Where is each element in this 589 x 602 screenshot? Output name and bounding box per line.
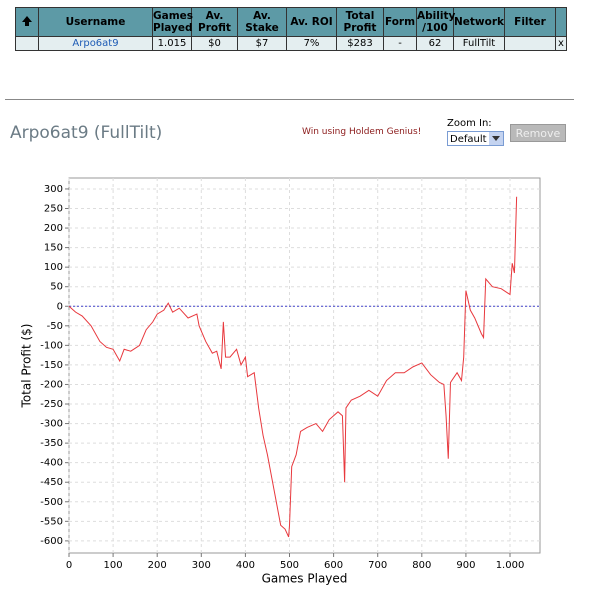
- col-header[interactable]: Av. Stake: [237, 7, 287, 37]
- x-tick-label: 700: [368, 560, 387, 571]
- divider: [5, 99, 574, 100]
- y-tick-label: -550: [40, 516, 63, 527]
- y-tick-label: -300: [40, 419, 63, 430]
- username-link[interactable]: Arpo6at9: [38, 36, 153, 51]
- y-tick-label: -450: [40, 477, 63, 488]
- zoom-select[interactable]: Default: [447, 131, 504, 146]
- x-tick-label: 800: [412, 560, 431, 571]
- y-tick-label: -100: [40, 340, 63, 351]
- profit-line: [68, 196, 518, 538]
- y-tick-label: -500: [40, 497, 63, 508]
- cell: -: [383, 36, 417, 51]
- col-header[interactable]: Ability /100: [416, 7, 455, 37]
- zoom-option: Default: [450, 134, 487, 145]
- dropdown-arrow: [489, 132, 503, 145]
- col-header[interactable]: Av. ROI: [286, 7, 337, 37]
- cell: $283: [336, 36, 384, 51]
- arrow-icon: [22, 15, 32, 26]
- y-tick-label: -150: [40, 360, 63, 371]
- y-tick-label: 50: [50, 282, 63, 293]
- col-header[interactable]: Form: [383, 7, 417, 37]
- y-tick-label: 200: [44, 223, 63, 234]
- x-tick-label: 0: [66, 560, 72, 571]
- col-header[interactable]: Games Played: [152, 7, 193, 37]
- x-axis-label: Games Played: [262, 572, 348, 586]
- y-tick-label: 150: [44, 243, 63, 254]
- cell: 7%: [286, 36, 337, 51]
- y-tick-label: -200: [40, 379, 63, 390]
- x-tick-label: 900: [456, 560, 475, 571]
- y-tick-label: -600: [40, 536, 63, 547]
- promo-link[interactable]: Win using Holdem Genius!: [302, 127, 422, 137]
- x-tick-label: 500: [280, 560, 299, 571]
- cell: FullTilt: [453, 36, 505, 51]
- cell: 1.015: [152, 36, 192, 51]
- x-tick-label: 100: [104, 560, 123, 571]
- y-tick-label: 100: [44, 262, 63, 273]
- x-tick-label: 400: [236, 560, 255, 571]
- y-tick-label: -50: [47, 321, 63, 332]
- y-tick-label: -400: [40, 458, 63, 469]
- x-tick-label: 600: [324, 560, 343, 571]
- y-tick-label: 0: [57, 301, 63, 312]
- data-row: Arpo6at9 1.015 $0 $7 7% $283 - 62 FullTi…: [15, 36, 567, 51]
- y-tick-label: -250: [40, 399, 63, 410]
- remove-x[interactable]: x: [555, 36, 567, 51]
- stats-table: Username Games Played Av. Profit Av. Sta…: [15, 7, 567, 51]
- player-title: Arpo6at9 (FullTilt): [10, 123, 163, 143]
- header-row: Username Games Played Av. Profit Av. Sta…: [15, 7, 567, 37]
- cell: $7: [237, 36, 287, 51]
- y-tick-label: 250: [44, 204, 63, 215]
- y-tick-label: -350: [40, 438, 63, 449]
- col-header[interactable]: Av. Profit: [191, 7, 238, 37]
- zoom-label: Zoom In:: [447, 118, 492, 129]
- plot-area: [68, 177, 541, 554]
- y-tick-label: 300: [44, 184, 63, 195]
- col-header[interactable]: Network: [453, 7, 505, 37]
- cell: $0: [191, 36, 238, 51]
- y-axis-label: Total Profit ($): [20, 324, 34, 409]
- x-tick-label: 1.000: [496, 560, 525, 571]
- x-tick-label: 300: [192, 560, 211, 571]
- cell: [15, 36, 39, 51]
- remove-button[interactable]: Remove: [510, 124, 566, 142]
- x-tick-label: 200: [148, 560, 167, 571]
- cell: [504, 36, 556, 51]
- col-header[interactable]: Filter: [504, 7, 556, 37]
- cell: 62: [416, 36, 454, 51]
